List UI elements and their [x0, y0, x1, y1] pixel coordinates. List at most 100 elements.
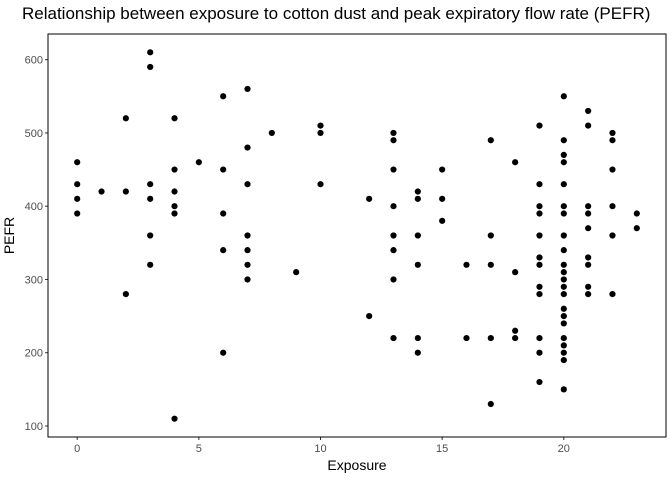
- data-point: [560, 151, 567, 158]
- data-point: [560, 247, 567, 254]
- data-point: [560, 320, 567, 327]
- data-point: [536, 122, 543, 129]
- data-point: [585, 122, 592, 129]
- data-point: [487, 137, 494, 144]
- data-point: [560, 203, 567, 210]
- data-point: [390, 276, 397, 283]
- data-point: [560, 283, 567, 290]
- data-point: [536, 210, 543, 217]
- data-point: [536, 181, 543, 188]
- data-point: [560, 261, 567, 268]
- plot-border: [47, 33, 667, 438]
- data-point: [317, 181, 324, 188]
- data-point: [560, 232, 567, 239]
- data-point: [220, 93, 227, 100]
- data-point: [414, 334, 421, 342]
- data-point: [487, 232, 494, 239]
- data-point: [512, 327, 519, 334]
- data-point: [171, 166, 178, 173]
- data-point: [98, 188, 105, 195]
- data-point: [487, 400, 494, 408]
- y-axis: 100 200 300 400 500 600: [25, 55, 48, 433]
- y-tick-label: 600: [25, 55, 43, 67]
- x-axis-title: Exposure: [327, 457, 386, 473]
- data-point: [536, 203, 543, 210]
- data-point: [536, 378, 543, 386]
- data-point: [244, 144, 251, 151]
- data-point: [536, 232, 543, 239]
- y-axis-title: PEFR: [1, 217, 17, 254]
- data-point: [560, 181, 567, 188]
- data-point: [74, 159, 81, 166]
- data-point: [147, 261, 154, 268]
- data-point: [220, 166, 227, 173]
- x-axis: 0 5 10 15 20: [74, 437, 570, 455]
- data-point: [220, 349, 227, 356]
- data-point: [585, 225, 592, 232]
- data-point: [122, 115, 129, 122]
- data-point: [560, 210, 567, 217]
- data-point: [147, 181, 154, 188]
- data-point: [585, 254, 592, 261]
- x-tick-label: 0: [74, 443, 80, 455]
- data-point: [463, 334, 470, 342]
- data-point: [536, 254, 543, 261]
- data-point: [439, 217, 446, 224]
- data-point: [171, 115, 178, 122]
- data-point: [171, 415, 178, 422]
- data-point: [560, 342, 567, 349]
- data-point: [633, 210, 640, 217]
- data-point: [414, 188, 421, 195]
- data-point: [122, 291, 129, 298]
- y-tick-label: 200: [25, 348, 43, 360]
- data-point: [585, 107, 592, 115]
- y-tick-label: 300: [25, 274, 43, 286]
- data-point: [560, 349, 567, 356]
- data-point: [560, 313, 567, 320]
- data-point: [244, 247, 251, 254]
- data-point: [560, 356, 567, 364]
- data-point: [512, 159, 519, 166]
- data-point: [390, 232, 397, 239]
- data-point: [512, 269, 519, 276]
- x-tick-label: 10: [314, 443, 326, 455]
- chart-title: Relationship between exposure to cotton …: [22, 4, 651, 23]
- data-point: [244, 276, 251, 283]
- data-point: [560, 305, 567, 312]
- data-point: [560, 386, 567, 393]
- data-point: [560, 269, 567, 276]
- data-point: [609, 137, 616, 144]
- data-point: [171, 210, 178, 217]
- data-point: [147, 63, 154, 71]
- data-point: [560, 137, 567, 144]
- data-point: [439, 195, 446, 202]
- y-tick-label: 100: [25, 421, 43, 433]
- data-point: [171, 188, 178, 195]
- data-point: [585, 291, 592, 298]
- data-point: [585, 261, 592, 268]
- data-point: [560, 334, 567, 342]
- data-point: [585, 210, 592, 217]
- data-point: [220, 210, 227, 217]
- data-point: [390, 334, 397, 342]
- data-point: [171, 203, 178, 210]
- y-tick-label: 500: [25, 128, 43, 140]
- data-point: [293, 269, 300, 276]
- data-point: [609, 129, 616, 137]
- data-point: [317, 122, 324, 129]
- data-point: [74, 210, 81, 217]
- data-point: [74, 195, 81, 202]
- x-tick-label: 5: [196, 443, 202, 455]
- data-point: [536, 283, 543, 290]
- data-point: [244, 232, 251, 239]
- data-point: [390, 166, 397, 173]
- data-point: [536, 291, 543, 298]
- data-point: [147, 49, 154, 56]
- data-point: [317, 129, 324, 137]
- data-point: [220, 247, 227, 254]
- x-tick-label: 15: [436, 443, 448, 455]
- data-point: [414, 349, 421, 356]
- data-point: [244, 181, 251, 188]
- data-point: [487, 261, 494, 268]
- data-point: [390, 247, 397, 254]
